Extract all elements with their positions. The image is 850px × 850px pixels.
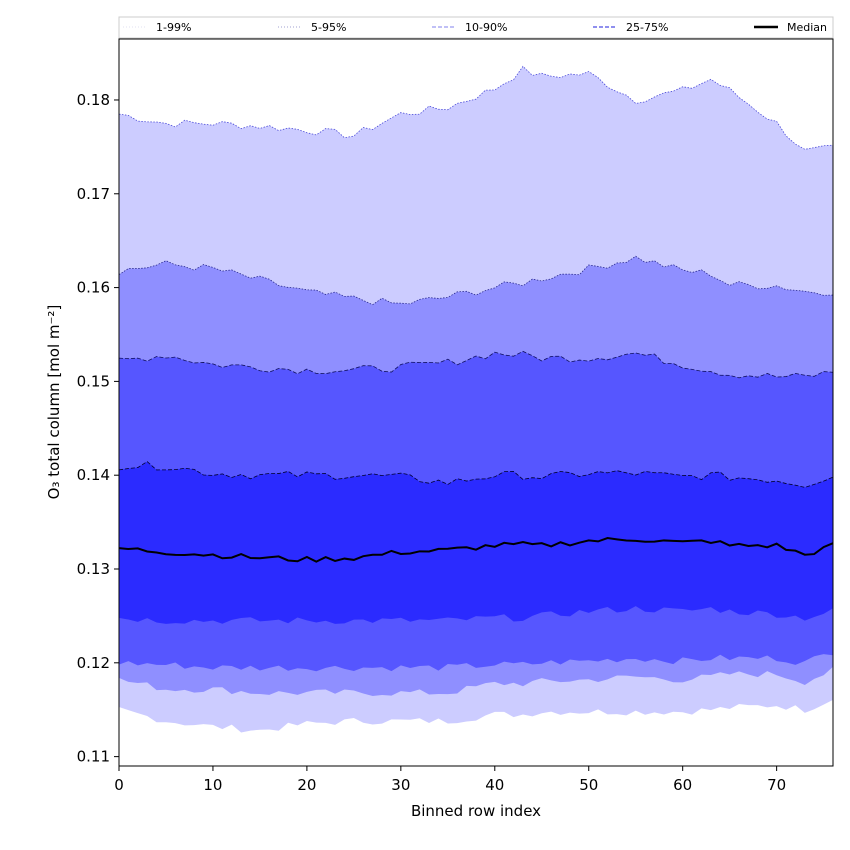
percentile-bands [119, 66, 833, 733]
x-axis-ticks: 0 10 20 30 40 50 60 70 [114, 766, 786, 794]
band-upper-edge-10-90pct [119, 350, 833, 379]
x-axis-label: Binned row index [411, 802, 541, 820]
legend-frame [118, 16, 834, 39]
legend: 1-99% 5-95% 10-90% 25-75% Median [118, 16, 834, 39]
y-tick-label: 0.18 [77, 91, 110, 109]
band-upper-edge-5-95pct [119, 255, 833, 306]
y-tick-label: 0.11 [77, 748, 110, 766]
x-tick-label: 40 [485, 776, 504, 794]
y-tick-label: 0.15 [77, 372, 110, 390]
x-tick-label: 10 [203, 776, 222, 794]
x-tick-label: 30 [391, 776, 410, 794]
legend-label: Median [787, 21, 827, 34]
x-tick-label: 50 [579, 776, 598, 794]
x-tick-label: 0 [114, 776, 124, 794]
y-tick-label: 0.14 [77, 466, 110, 484]
legend-label: 10-90% [465, 21, 507, 34]
band-edge-lines [119, 65, 833, 488]
y-tick-label: 0.17 [77, 185, 110, 203]
x-tick-label: 70 [767, 776, 786, 794]
y-axis-label: O₃ total column [mol m⁻²] [45, 305, 63, 500]
y-tick-label: 0.12 [77, 654, 110, 672]
legend-label: 1-99% [156, 21, 191, 34]
band-fill-25-75pct [119, 461, 833, 624]
plot-frame [118, 38, 834, 767]
y-tick-label: 0.13 [77, 560, 110, 578]
band-upper-edge-25-75pct [119, 461, 833, 488]
median-line [119, 537, 833, 563]
y-axis-ticks: 0.11 0.12 0.13 0.14 0.15 0.16 0.17 0.18 [77, 91, 119, 766]
band-upper-edge-1-99pct [119, 65, 833, 150]
y-tick-label: 0.16 [77, 279, 110, 297]
legend-label: 25-75% [626, 21, 668, 34]
median-series [119, 537, 833, 563]
legend-label: 5-95% [311, 21, 346, 34]
x-tick-label: 60 [673, 776, 692, 794]
x-tick-label: 20 [297, 776, 316, 794]
